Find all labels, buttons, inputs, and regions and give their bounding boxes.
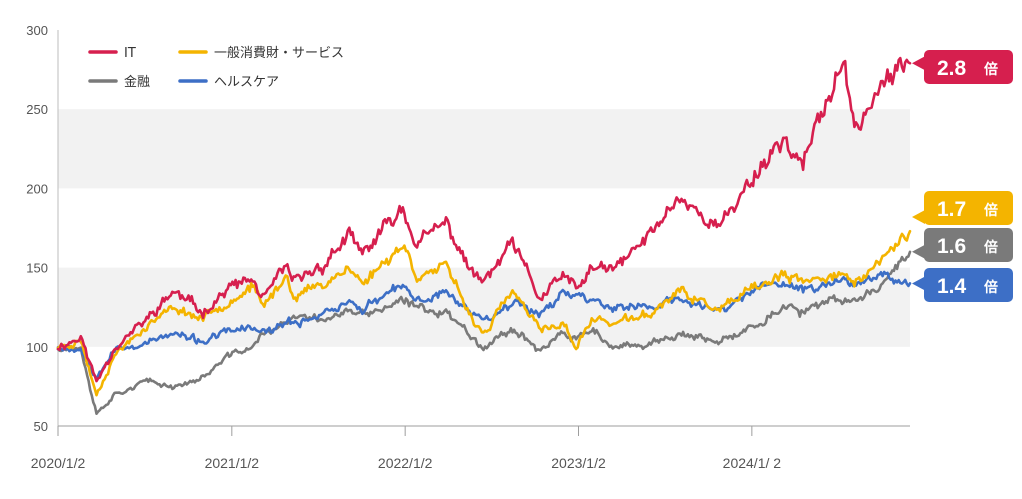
x-axis: 2020/1/2 2021/1/2 2022/1/2 2023/1/2 2024/1/ … xyxy=(31,425,910,471)
callout-box xyxy=(924,228,1013,262)
callout-pointer xyxy=(912,244,925,259)
grid-band xyxy=(58,109,910,189)
end-value-callout: 1.6 倍 xyxy=(912,228,1013,262)
x-tick-label: 2021/1/2 xyxy=(205,455,260,471)
y-tick-label: 250 xyxy=(26,102,48,117)
callout-box xyxy=(924,191,1013,225)
x-tick-label: 2020/1/2 xyxy=(31,455,86,471)
series-lines xyxy=(56,56,912,415)
end-value-labels: 2.8 倍 1.7 倍 1.6 倍 1.4 倍 xyxy=(912,50,1013,302)
callout-suffix: 倍 xyxy=(984,202,998,219)
callout-pointer xyxy=(912,210,925,224)
callout-suffix: 倍 xyxy=(984,279,998,296)
end-value-callout: 1.7 倍 xyxy=(912,191,1013,225)
y-tick-label: 100 xyxy=(26,340,48,355)
callout-pointer xyxy=(912,276,925,291)
callout-value: 1.4 xyxy=(937,275,967,298)
legend-label: IT xyxy=(124,46,136,61)
series-line xyxy=(56,250,912,415)
callout-value: 1.6 xyxy=(937,235,966,258)
y-tick-label: 50 xyxy=(34,419,48,434)
x-tick-label: 2022/1/2 xyxy=(378,455,433,471)
x-tick-label: 2023/1/2 xyxy=(551,455,606,471)
end-value-callout: 1.4 倍 xyxy=(912,268,1013,302)
series-line xyxy=(56,56,912,383)
legend-label: 一般消費財・サービス xyxy=(214,45,344,61)
series-line xyxy=(56,229,912,397)
legend-label: 金融 xyxy=(124,74,150,90)
y-tick-label: 150 xyxy=(26,261,48,276)
y-tick-label: 300 xyxy=(26,23,48,38)
callout-value: 2.8 xyxy=(937,57,967,80)
x-tick-label: 2024/1/ 2 xyxy=(723,455,782,471)
end-value-callout: 2.8 倍 xyxy=(912,50,1013,84)
callout-pointer xyxy=(912,56,925,71)
callout-suffix: 倍 xyxy=(984,61,998,78)
y-axis: 50 100 150 200 250 300 xyxy=(26,23,59,434)
callout-box xyxy=(924,268,1013,302)
callout-box xyxy=(924,50,1013,84)
legend-box xyxy=(78,36,370,97)
legend-label: ヘルスケア xyxy=(214,75,279,90)
callout-value: 1.7 xyxy=(937,198,966,221)
y-tick-label: 200 xyxy=(26,181,48,196)
callout-suffix: 倍 xyxy=(984,239,998,256)
